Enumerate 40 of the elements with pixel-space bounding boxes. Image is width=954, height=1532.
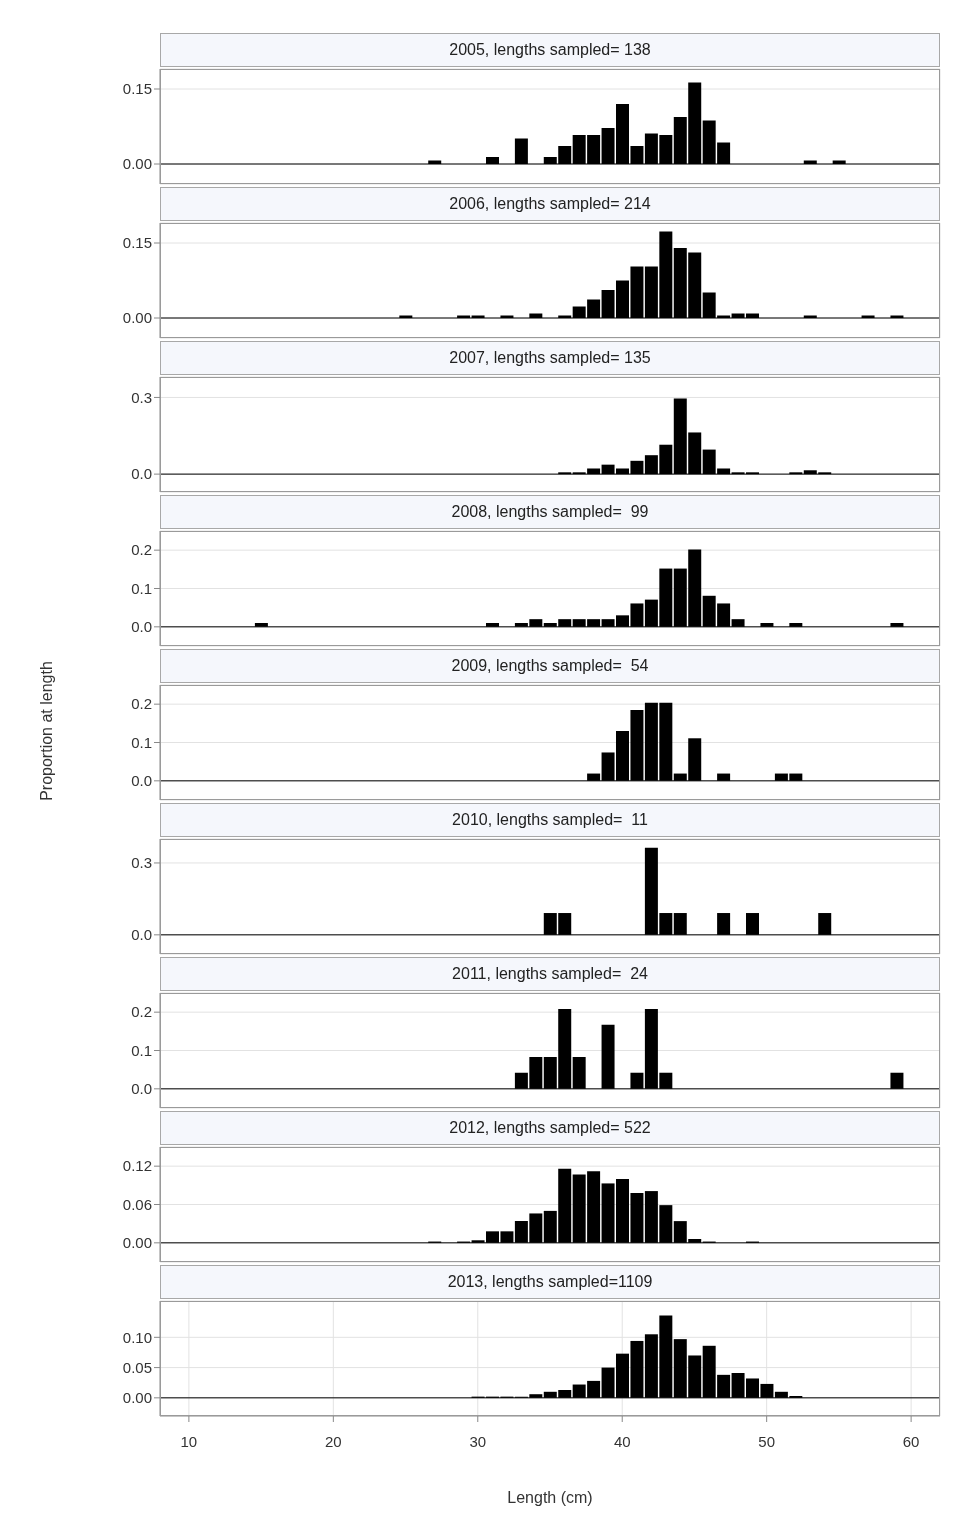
chart-title: 2007, lengths sampled= 135	[160, 341, 940, 375]
y-tick-label: 0.06	[122, 1195, 152, 1213]
y-tick-label: 0.15	[122, 234, 152, 252]
y-tick-label: 0.0	[131, 465, 152, 483]
y-tick-label: 0.3	[131, 854, 152, 872]
x-tick-label: 20	[324, 1432, 342, 1450]
y-tick-label: 0.1	[131, 1041, 152, 1059]
y-tick-label: 0.00	[122, 1234, 152, 1252]
y-tick-label: 0.00	[122, 1389, 152, 1407]
chart-title: 2006, lengths sampled= 214	[160, 187, 940, 221]
y-tick-label: 0.05	[122, 1358, 152, 1376]
chart-title: 2012, lengths sampled= 522	[160, 1111, 940, 1145]
y-tick-label: 0.0	[131, 618, 152, 636]
x-axis-title: Length (cm)	[507, 1489, 593, 1506]
y-tick-label: 0.2	[131, 1003, 152, 1021]
y-tick-label: 0.10	[122, 1328, 152, 1346]
y-tick-label: 0.12	[122, 1157, 152, 1175]
y-tick-label: 0.0	[131, 772, 152, 790]
x-tick-label: 50	[758, 1432, 776, 1450]
y-tick-label: 0.2	[131, 695, 152, 713]
y-tick-label: 0.1	[131, 733, 152, 751]
chart-title: 2005, lengths sampled= 138	[160, 33, 940, 67]
y-tick-label: 0.3	[131, 388, 152, 406]
y-axis-title: Proportion at length	[38, 660, 56, 801]
y-tick-label: 0.00	[122, 309, 152, 327]
chart-title: 2010, lengths sampled= 11	[160, 803, 940, 837]
chart-title: 2011, lengths sampled= 24	[160, 957, 940, 991]
y-tick-label: 0.2	[131, 541, 152, 559]
x-tick-label: 60	[902, 1432, 920, 1450]
x-tick-label: 40	[613, 1432, 631, 1450]
y-tick-label: 0.00	[122, 155, 152, 173]
y-tick-label: 0.0	[131, 926, 152, 944]
y-tick-label: 0.0	[131, 1080, 152, 1098]
chart-title: 2013, lengths sampled=1109	[160, 1265, 940, 1299]
x-tick-label: 10	[180, 1432, 198, 1450]
y-tick-label: 0.1	[131, 579, 152, 597]
y-tick-label: 0.15	[122, 80, 152, 98]
chart-title: 2009, lengths sampled= 54	[160, 649, 940, 683]
chart-title: 2008, lengths sampled= 99	[160, 495, 940, 529]
x-tick-label: 30	[469, 1432, 487, 1450]
